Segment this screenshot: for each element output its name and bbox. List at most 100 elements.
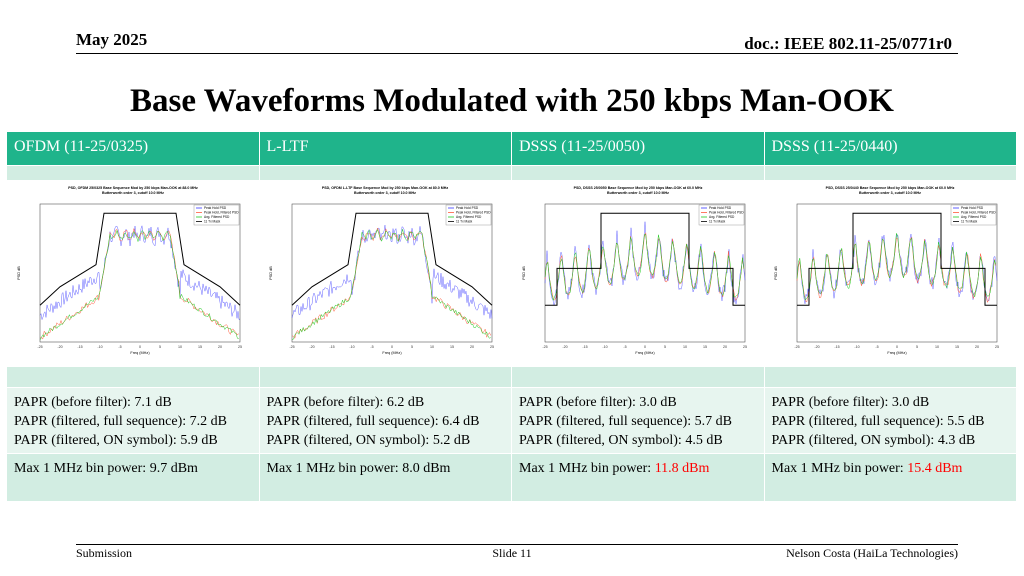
tx-mask-line (544, 212, 745, 306)
psd-trace (292, 225, 493, 319)
x-tick-label: 5 (664, 345, 666, 349)
x-axis-label: Freq (MHz) (383, 351, 403, 355)
x-tick-label: 10 (178, 345, 182, 349)
x-tick-label: -20 (562, 345, 567, 349)
psd-plot: PSD, DSSS 25/0050 Base Sequence Mod by 2… (519, 182, 757, 360)
legend-entry: 11 Tx Mask (456, 220, 473, 224)
legend-entry: 11 Tx Mask (709, 220, 726, 224)
y-axis-label: PSD dB (17, 266, 21, 280)
psd-trace (39, 225, 240, 321)
plot-title: PSD, DSSS 25/0440 Base Sequence Mod by 2… (826, 186, 955, 190)
psd-trace (39, 229, 239, 341)
x-tick-label: 5 (916, 345, 918, 349)
psd-plot: PSD, DSSS 25/0440 Base Sequence Mod by 2… (771, 182, 1009, 360)
x-tick-label: -15 (77, 345, 82, 349)
x-tick-label: 0 (139, 345, 141, 349)
column-header: DSSS (11-25/0440) (763, 131, 1017, 166)
legend-entry: Avg. Filtered PSD (456, 215, 482, 219)
x-tick-label: -10 (97, 345, 102, 349)
y-axis-label: PSD dB (522, 266, 526, 280)
bin-power-cell: Max 1 MHz bin power: 15.4 dBm (763, 453, 1017, 502)
bin-power-value: 8.0 dBm (402, 461, 451, 476)
x-tick-label: 20 (218, 345, 222, 349)
footer-submission: Submission (76, 546, 133, 560)
legend-entry: Peak Hold, Filtered PSD (456, 211, 491, 215)
x-tick-label: 0 (896, 345, 898, 349)
legend-entry: Peak Hold, Filtered PSD (204, 211, 239, 215)
legend-entry: Peak Hold PSD (961, 206, 984, 210)
plot-title: PSD, DSSS 25/0050 Base Sequence Mod by 2… (573, 186, 702, 190)
x-axis-label: Freq (MHz) (888, 351, 908, 355)
psd-plot: PSD, OFDM 25/0325 Base Sequence Mod by 2… (14, 182, 252, 360)
bin-power-cell: Max 1 MHz bin power: 9.7 dBm (6, 453, 260, 502)
papr-cell: PAPR (before filter): 3.0 dB PAPR (filter… (511, 387, 765, 454)
legend-entry: Avg. Filtered PSD (709, 215, 735, 219)
tx-mask-line (291, 212, 493, 306)
x-tick-label: 5 (159, 345, 161, 349)
x-tick-label: -25 (290, 345, 295, 349)
comparison-table: OFDM (11-25/0325) L-LTF DSSS (11-25/0050… (6, 131, 1017, 502)
psd-trace (797, 233, 997, 301)
x-tick-label: 20 (975, 345, 979, 349)
legend-entry: Avg. Filtered PSD (204, 215, 230, 219)
x-tick-label: -5 (623, 345, 626, 349)
x-tick-label: 15 (450, 345, 454, 349)
legend-entry: Peak Hold PSD (456, 206, 479, 210)
plot-subtitle: Butterworth order 3, cutoff 10.0 MHz (859, 191, 921, 195)
papr-cell: PAPR (before filter): 3.0 dB PAPR (filter… (763, 387, 1017, 454)
x-tick-label: 25 (490, 345, 494, 349)
x-tick-label: -20 (57, 345, 62, 349)
x-tick-label: -15 (835, 345, 840, 349)
x-tick-label: -5 (371, 345, 374, 349)
psd-plot: PSD, OFDM L-LTF Base Sequence Mod by 250… (266, 182, 504, 360)
footer-author: Nelson Costa (HaiLa Technologies) (786, 546, 958, 560)
x-tick-label: -10 (602, 345, 607, 349)
plot-subtitle: Butterworth order 3, cutoff 10.0 MHz (102, 191, 164, 195)
bin-power-value: 15.4 dBm (907, 461, 963, 476)
plot-title: PSD, OFDM L-LTF Base Sequence Mod by 250… (322, 186, 449, 190)
x-tick-label: 15 (703, 345, 707, 349)
spacer-row (6, 165, 1017, 181)
x-tick-label: 25 (743, 345, 747, 349)
x-tick-label: -5 (876, 345, 879, 349)
footer-slide-number: Slide 11 (492, 546, 532, 560)
x-tick-label: -20 (815, 345, 820, 349)
x-tick-label: 10 (683, 345, 687, 349)
x-tick-label: 10 (430, 345, 434, 349)
legend-entry: Peak Hold, Filtered PSD (709, 211, 744, 215)
x-tick-label: 25 (995, 345, 999, 349)
plot-frame (291, 203, 493, 343)
psd-trace (39, 228, 239, 340)
psd-trace (544, 234, 744, 302)
plot-subtitle: Butterworth order 3, cutoff 10.0 MHz (607, 191, 669, 195)
plot-title: PSD, OFDM 25/0325 Base Sequence Mod by 2… (68, 186, 198, 190)
slide-title: Base Waveforms Modulated with 250 kbps M… (130, 83, 894, 119)
papr-row: PAPR (before filter): 7.1 dB PAPR (filter… (6, 387, 1017, 454)
x-tick-label: 20 (723, 345, 727, 349)
psd-trace (292, 227, 492, 340)
x-tick-label: -25 (795, 345, 800, 349)
x-axis-label: Freq (MHz) (635, 351, 655, 355)
x-tick-label: 10 (935, 345, 939, 349)
column-header: L-LTF (258, 131, 512, 166)
papr-cell: PAPR (before filter): 7.1 dB PAPR (filter… (6, 387, 260, 454)
psd-trace (292, 228, 492, 340)
header-rule (76, 53, 958, 54)
x-tick-label: -20 (310, 345, 315, 349)
plot-row: PSD, OFDM 25/0325 Base Sequence Mod by 2… (6, 180, 1017, 367)
x-tick-label: -25 (37, 345, 42, 349)
x-tick-label: 0 (644, 345, 646, 349)
x-tick-label: 20 (470, 345, 474, 349)
x-tick-label: 25 (238, 345, 242, 349)
x-tick-label: 15 (955, 345, 959, 349)
y-axis-label: PSD dB (269, 266, 273, 280)
bin-power-cell: Max 1 MHz bin power: 8.0 dBm (258, 453, 512, 502)
x-tick-label: -10 (350, 345, 355, 349)
papr-cell: PAPR (before filter): 6.2 dB PAPR (filter… (258, 387, 512, 454)
plot-frame (39, 203, 241, 343)
bin-power-value: 9.7 dBm (149, 461, 198, 476)
x-tick-label: -5 (118, 345, 121, 349)
